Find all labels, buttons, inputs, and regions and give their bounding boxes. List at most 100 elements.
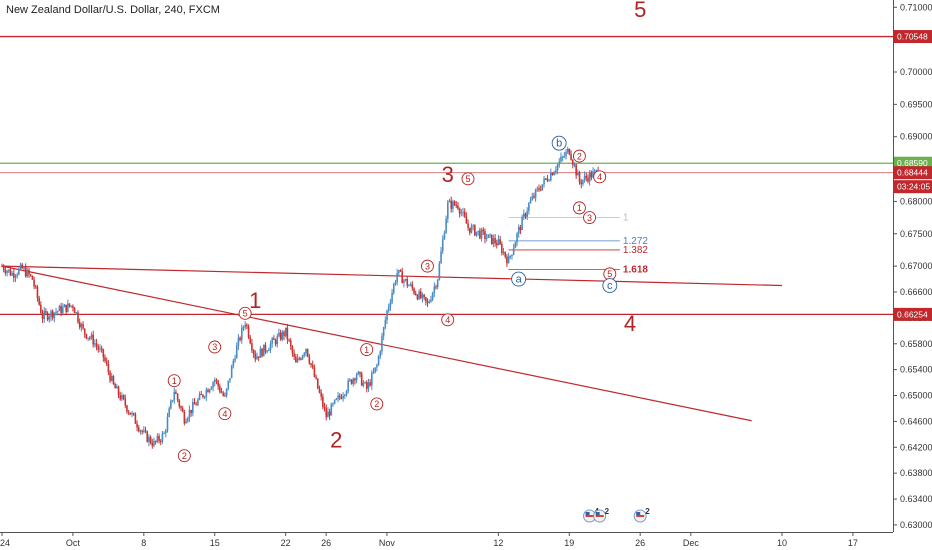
- candle-body[interactable]: [200, 394, 203, 396]
- candle-body[interactable]: [539, 189, 542, 191]
- candle-body[interactable]: [144, 430, 147, 432]
- candle-body[interactable]: [146, 431, 149, 442]
- candle-body[interactable]: [332, 403, 334, 405]
- candle-body[interactable]: [99, 348, 101, 350]
- candle-body[interactable]: [315, 376, 317, 379]
- candle-body[interactable]: [33, 279, 35, 287]
- candle-body[interactable]: [141, 430, 143, 432]
- candle-body[interactable]: [301, 355, 304, 360]
- candle-body[interactable]: [175, 392, 177, 394]
- candle-body[interactable]: [291, 346, 294, 354]
- candle-body[interactable]: [264, 344, 267, 352]
- candle-body[interactable]: [342, 395, 344, 399]
- candle-body[interactable]: [365, 382, 368, 389]
- candle-body[interactable]: [178, 400, 181, 407]
- candle-body[interactable]: [533, 196, 535, 198]
- candle-body[interactable]: [484, 231, 486, 239]
- candle-body[interactable]: [246, 324, 248, 327]
- candle-body[interactable]: [232, 360, 235, 367]
- candle-body[interactable]: [377, 356, 380, 366]
- candle-body[interactable]: [168, 408, 170, 417]
- candle-body[interactable]: [340, 397, 343, 399]
- candle-body[interactable]: [308, 356, 311, 364]
- candle-body[interactable]: [512, 248, 515, 255]
- candle-body[interactable]: [555, 170, 557, 173]
- candle-body[interactable]: [279, 332, 282, 340]
- candle-body[interactable]: [83, 328, 86, 334]
- candle-body[interactable]: [492, 238, 495, 245]
- candle-body[interactable]: [55, 311, 57, 313]
- candle-body[interactable]: [573, 164, 576, 166]
- candle-body[interactable]: [262, 344, 265, 357]
- candle-body[interactable]: [176, 393, 179, 401]
- candle-body[interactable]: [387, 306, 390, 311]
- candle-body[interactable]: [219, 386, 221, 392]
- candle-body[interactable]: [163, 433, 165, 435]
- candle-body[interactable]: [577, 172, 579, 176]
- candle-body[interactable]: [391, 292, 393, 303]
- candle-body[interactable]: [116, 386, 118, 389]
- candle-body[interactable]: [107, 363, 110, 372]
- candle-body[interactable]: [48, 316, 51, 320]
- candle-body[interactable]: [257, 356, 260, 358]
- candle-body[interactable]: [284, 327, 287, 337]
- candle-body[interactable]: [394, 282, 397, 284]
- candle-body[interactable]: [247, 326, 250, 338]
- candle-body[interactable]: [472, 225, 474, 227]
- candle-body[interactable]: [271, 338, 273, 344]
- candle-body[interactable]: [506, 256, 508, 264]
- candle-body[interactable]: [436, 279, 439, 288]
- candle-body[interactable]: [371, 373, 373, 386]
- candle-body[interactable]: [45, 311, 47, 313]
- candle-body[interactable]: [60, 306, 62, 314]
- candle-body[interactable]: [269, 343, 272, 350]
- candle-body[interactable]: [50, 310, 52, 317]
- candle-body[interactable]: [105, 361, 108, 364]
- candle-body[interactable]: [185, 421, 187, 424]
- candle-body[interactable]: [286, 327, 289, 340]
- candle-body[interactable]: [77, 312, 79, 322]
- candle-body[interactable]: [80, 324, 83, 328]
- candle-body[interactable]: [568, 148, 571, 155]
- candle-body[interactable]: [443, 233, 446, 240]
- candle-body[interactable]: [587, 177, 589, 182]
- candle-body[interactable]: [58, 306, 61, 312]
- candle-body[interactable]: [132, 413, 135, 415]
- candle-body[interactable]: [289, 340, 292, 347]
- candle-body[interactable]: [475, 231, 478, 236]
- candle-body[interactable]: [580, 182, 583, 185]
- candle-body[interactable]: [1, 266, 3, 268]
- candle-body[interactable]: [173, 392, 176, 401]
- candle-body[interactable]: [583, 175, 586, 180]
- candle-body[interactable]: [426, 301, 429, 303]
- candle-body[interactable]: [396, 272, 398, 283]
- candle-body[interactable]: [121, 395, 123, 400]
- candle-body[interactable]: [73, 307, 76, 314]
- candle-body[interactable]: [94, 343, 96, 345]
- candle-body[interactable]: [124, 398, 127, 406]
- candle-body[interactable]: [337, 395, 339, 399]
- candle-body[interactable]: [197, 399, 199, 405]
- candle-body[interactable]: [154, 441, 157, 443]
- candle-body[interactable]: [89, 337, 91, 339]
- candle-body[interactable]: [14, 276, 17, 278]
- candle-body[interactable]: [67, 303, 69, 312]
- candle-body[interactable]: [229, 378, 231, 381]
- candle-body[interactable]: [467, 223, 469, 228]
- candle-body[interactable]: [183, 411, 186, 424]
- candle-body[interactable]: [585, 175, 588, 178]
- candle-body[interactable]: [362, 382, 365, 386]
- candle-body[interactable]: [323, 406, 326, 409]
- candle-body[interactable]: [328, 411, 331, 416]
- candle-body[interactable]: [489, 234, 491, 236]
- candle-body[interactable]: [440, 251, 442, 264]
- candle-body[interactable]: [188, 409, 191, 419]
- candle-body[interactable]: [560, 156, 562, 162]
- candle-body[interactable]: [318, 388, 321, 393]
- candle-body[interactable]: [504, 251, 507, 257]
- candle-body[interactable]: [278, 332, 280, 337]
- candle-body[interactable]: [538, 188, 540, 190]
- candle-body[interactable]: [327, 411, 329, 418]
- candle-body[interactable]: [158, 436, 160, 441]
